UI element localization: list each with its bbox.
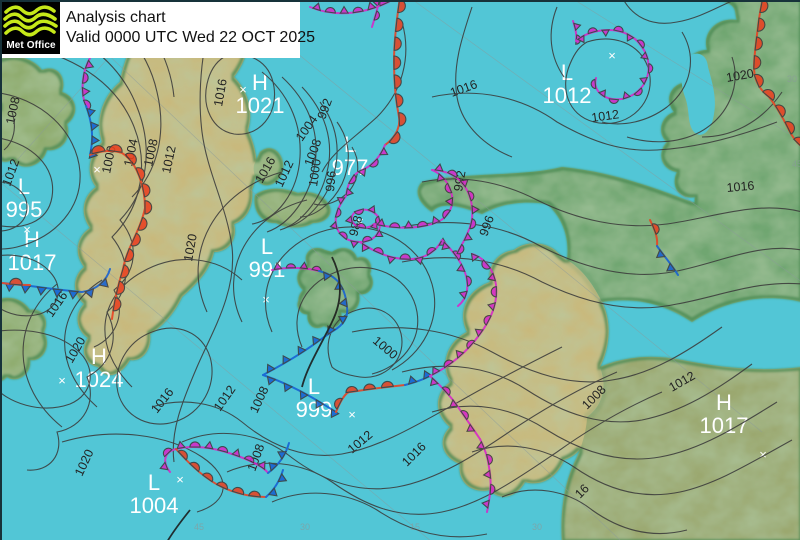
svg-text:H: H (716, 390, 732, 415)
svg-text:×: × (348, 407, 356, 422)
svg-text:996: 996 (323, 170, 339, 192)
svg-text:H: H (91, 344, 107, 369)
svg-text:×: × (608, 48, 616, 63)
svg-text:1024: 1024 (75, 367, 124, 392)
svg-text:45: 45 (792, 159, 800, 169)
svg-text:30: 30 (300, 522, 310, 532)
svg-text:×: × (239, 82, 247, 97)
svg-text:1004: 1004 (130, 493, 179, 518)
svg-text:H: H (252, 70, 268, 95)
svg-text:L: L (261, 234, 273, 259)
svg-text:×: × (58, 373, 66, 388)
svg-text:30: 30 (532, 522, 542, 532)
svg-text:30: 30 (787, 74, 797, 84)
svg-text:L: L (148, 470, 160, 495)
svg-text:×: × (176, 472, 184, 487)
svg-text:45: 45 (194, 522, 204, 532)
svg-text:999: 999 (296, 397, 333, 422)
svg-text:1016: 1016 (726, 179, 755, 195)
svg-text:1017: 1017 (700, 413, 749, 438)
